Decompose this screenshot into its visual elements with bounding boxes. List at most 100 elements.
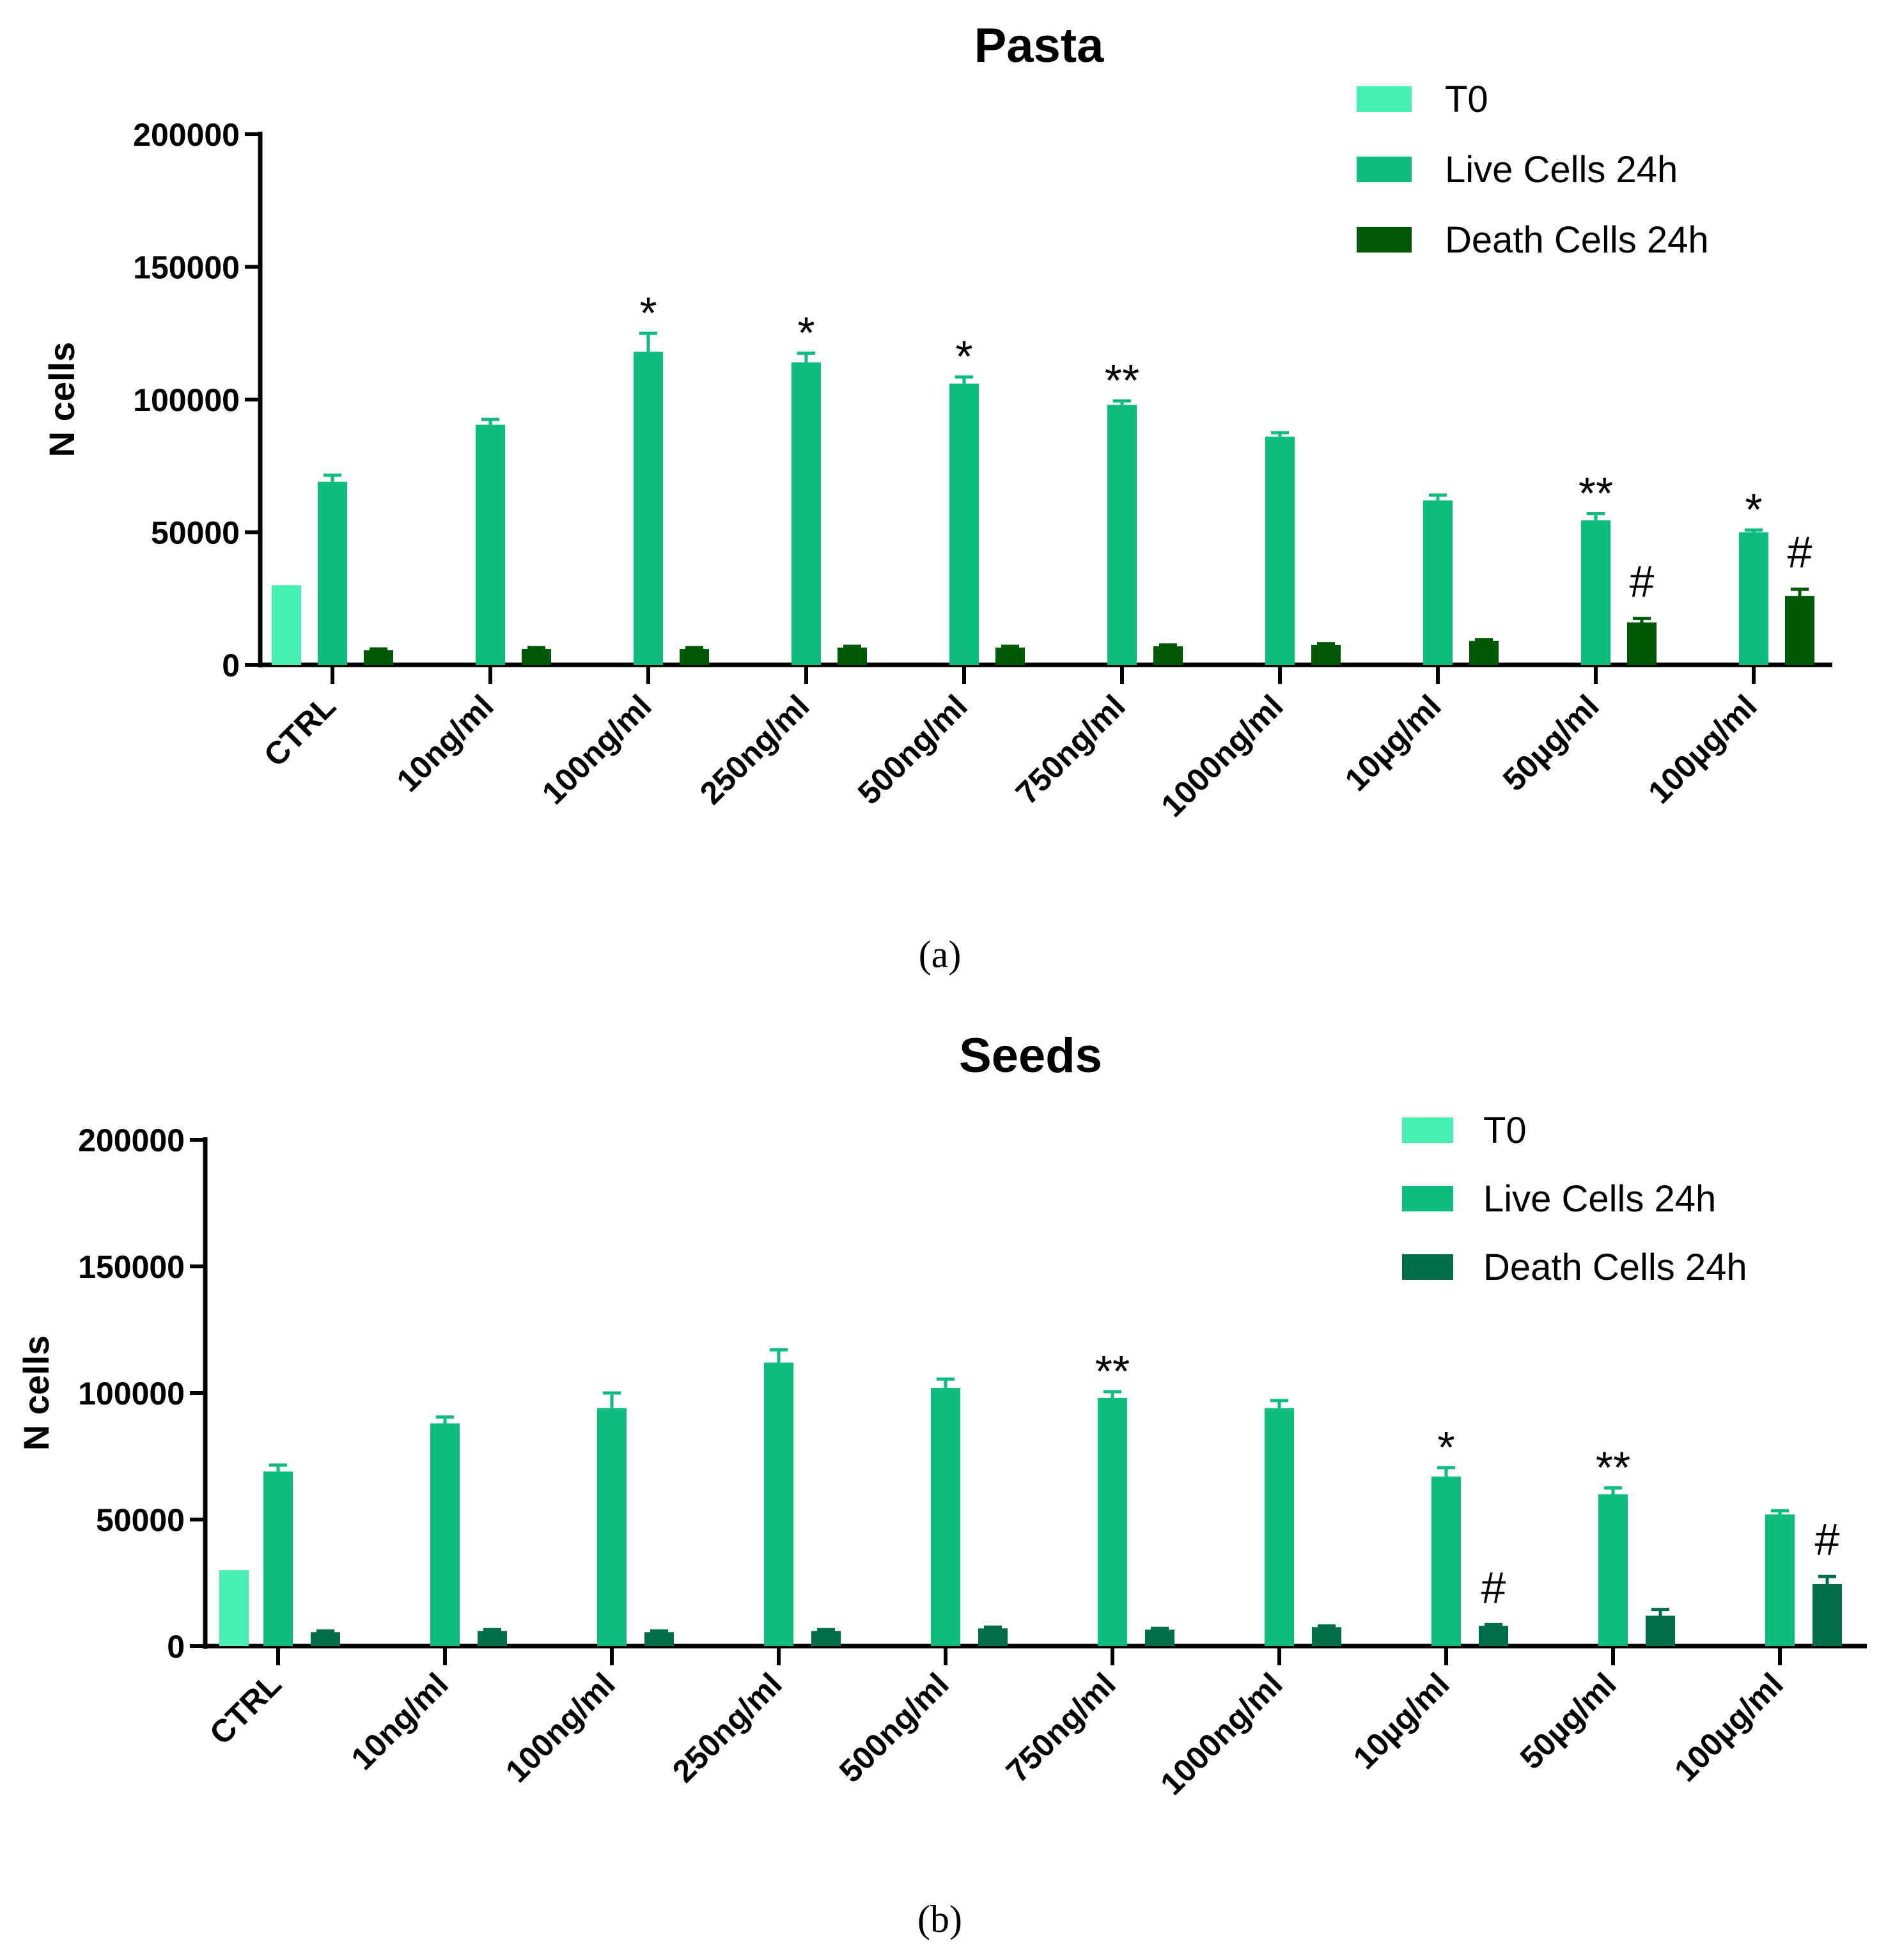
x-tick-label: 50µg/ml	[1513, 1666, 1623, 1776]
bar-live-cells-24h-10-g-ml	[1431, 1476, 1461, 1646]
bar-live-cells-24h-50-g-ml	[1581, 520, 1610, 665]
significance-annotation: **	[1105, 355, 1139, 405]
y-tick-label: 100000	[78, 1376, 185, 1412]
chart-title: Seeds	[959, 1029, 1102, 1083]
legend-swatch-death-cells-24h	[1402, 1254, 1453, 1280]
bar-death-cells-24h-100-g-ml	[1813, 1583, 1842, 1646]
bar-live-cells-24h-10-g-ml	[1423, 500, 1453, 665]
y-tick-label: 150000	[78, 1249, 185, 1285]
bar-death-cells-24h-500ng-ml	[995, 648, 1025, 665]
legend-label: Live Cells 24h	[1483, 1178, 1716, 1220]
bar-death-cells-24h-250ng-ml	[811, 1631, 841, 1646]
legend-label: T0	[1445, 79, 1488, 120]
bar-death-cells-24h-1000ng-ml	[1312, 1627, 1341, 1646]
y-tick-label: 100000	[133, 382, 240, 418]
x-tick-label: CTRL	[203, 1666, 288, 1752]
y-tick-label: 200000	[133, 117, 240, 153]
legend-label: Death Cells 24h	[1483, 1247, 1747, 1288]
bar-live-cells-24h-10ng-ml	[430, 1423, 460, 1646]
x-tick-label: 10µg/ml	[1338, 688, 1448, 798]
bar-death-cells-24h-50-g-ml	[1646, 1615, 1675, 1646]
x-tick-label: 100µg/ml	[1667, 1666, 1790, 1789]
hash-annotation: #	[1788, 527, 1813, 577]
bar-t0-ctrl	[272, 585, 301, 665]
x-tick-label: 750ng/ml	[999, 1666, 1123, 1789]
bar-live-cells-24h-750ng-ml	[1098, 1397, 1127, 1646]
x-tick-label: 100ng/ml	[535, 688, 659, 811]
bar-live-cells-24h-100ng-ml	[634, 352, 663, 665]
bar-death-cells-24h-50-g-ml	[1627, 622, 1657, 665]
x-tick-label: 100µg/ml	[1641, 688, 1764, 811]
bar-death-cells-24h-100ng-ml	[680, 649, 709, 665]
bar-live-cells-24h-ctrl	[318, 481, 347, 665]
significance-annotation: *	[955, 332, 972, 382]
panel-label: (b)	[917, 1898, 962, 1940]
y-axis-label: N cells	[16, 1335, 56, 1451]
bar-death-cells-24h-100ng-ml	[644, 1632, 674, 1646]
bar-death-cells-24h-ctrl	[311, 1632, 340, 1646]
pasta-chart: Pasta N cells 0 50000 100000 150000 200000 CTRL…	[42, 19, 1832, 976]
y-tick-label: 200000	[78, 1123, 185, 1158]
bar-live-cells-24h-1000ng-ml	[1265, 1408, 1294, 1646]
legend-swatch-live-cells-24h	[1402, 1186, 1453, 1211]
y-tick-label: 0	[222, 648, 240, 683]
bar-live-cells-24h-500ng-ml	[931, 1388, 960, 1646]
bar-death-cells-24h-250ng-ml	[838, 648, 867, 665]
legend-swatch-t0	[1357, 86, 1412, 112]
significance-annotation: **	[1095, 1346, 1130, 1396]
y-tick-label: 50000	[96, 1502, 185, 1538]
seeds-chart: Seeds N cells 0 50000 100000 150000 200000 CTRL…	[16, 1029, 1867, 1940]
x-tick-label: 1000ng/ml	[1154, 688, 1290, 824]
bar-death-cells-24h-500ng-ml	[978, 1628, 1008, 1646]
bar-live-cells-24h-1000ng-ml	[1265, 437, 1295, 665]
x-tick-label: 50µg/ml	[1496, 688, 1606, 798]
significance-annotation: *	[639, 288, 657, 338]
x-tick-label: 10ng/ml	[390, 688, 501, 798]
bar-death-cells-24h-750ng-ml	[1153, 646, 1183, 665]
x-tick-label: 250ng/ml	[666, 1666, 789, 1789]
x-tick-label: 500ng/ml	[851, 688, 974, 811]
bar-death-cells-24h-ctrl	[364, 650, 393, 665]
bar-death-cells-24h-750ng-ml	[1145, 1629, 1174, 1646]
bar-death-cells-24h-1000ng-ml	[1311, 644, 1341, 665]
bar-live-cells-24h-750ng-ml	[1107, 405, 1137, 665]
legend-swatch-death-cells-24h	[1357, 227, 1412, 253]
significance-annotation: *	[797, 307, 815, 357]
legend-label: Live Cells 24h	[1445, 149, 1678, 191]
bar-death-cells-24h-10ng-ml	[522, 649, 551, 665]
x-tick-label: 500ng/ml	[832, 1666, 956, 1789]
legend-swatch-live-cells-24h	[1357, 157, 1412, 182]
y-tick-label: 150000	[133, 250, 240, 286]
panel-label: (a)	[919, 933, 962, 976]
bar-t0-ctrl	[219, 1570, 249, 1646]
x-tick-label: 100ng/ml	[499, 1666, 622, 1789]
bar-live-cells-24h-ctrl	[263, 1471, 293, 1646]
bar-live-cells-24h-50-g-ml	[1598, 1494, 1628, 1646]
significance-annotation: **	[1596, 1443, 1630, 1493]
y-tick-label: 0	[167, 1629, 185, 1665]
bar-live-cells-24h-100ng-ml	[597, 1408, 627, 1646]
bar-live-cells-24h-100-g-ml	[1765, 1514, 1795, 1646]
bar-death-cells-24h-10-g-ml	[1469, 641, 1499, 665]
x-tick-label: 10µg/ml	[1346, 1666, 1456, 1776]
hash-annotation: #	[1815, 1514, 1840, 1564]
y-axis-label: N cells	[42, 342, 82, 458]
bar-live-cells-24h-250ng-ml	[764, 1362, 793, 1646]
hash-annotation: #	[1481, 1562, 1506, 1612]
bar-death-cells-24h-10ng-ml	[478, 1631, 507, 1646]
legend-swatch-t0	[1402, 1117, 1453, 1143]
significance-annotation: *	[1745, 485, 1762, 534]
bar-death-cells-24h-100-g-ml	[1785, 596, 1814, 665]
x-tick-label: 1000ng/ml	[1153, 1666, 1290, 1802]
bar-live-cells-24h-100-g-ml	[1739, 532, 1768, 665]
x-tick-label: 750ng/ml	[1009, 688, 1132, 811]
legend-label: T0	[1483, 1110, 1527, 1151]
x-tick-label: 10ng/ml	[345, 1666, 455, 1777]
chart-title: Pasta	[974, 19, 1105, 73]
bar-live-cells-24h-250ng-ml	[791, 362, 821, 665]
bar-death-cells-24h-10-g-ml	[1479, 1626, 1508, 1646]
hash-annotation: #	[1630, 556, 1655, 606]
x-tick-label: CTRL	[257, 688, 343, 774]
x-tick-label: 250ng/ml	[693, 688, 816, 811]
